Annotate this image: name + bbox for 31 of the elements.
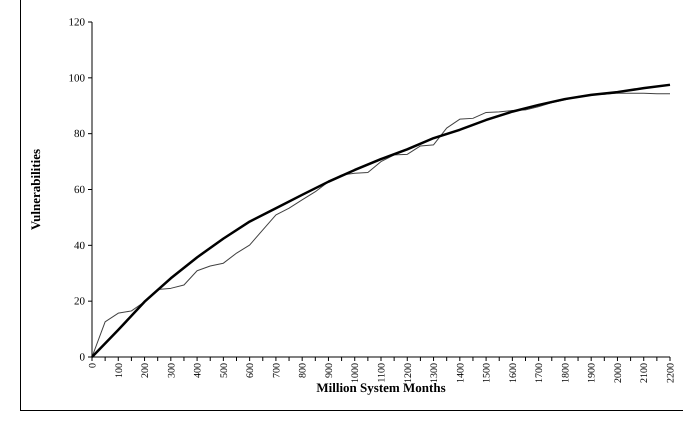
x-tick-label: 800 — [298, 363, 309, 378]
x-tick-label: 500 — [218, 363, 230, 378]
x-tick-label: 900 — [324, 363, 335, 378]
y-axis-title: Vulnerabilities — [28, 148, 43, 230]
y-tick-label: 80 — [74, 128, 86, 140]
x-tick-label: 400 — [192, 363, 204, 378]
x-tick-label: 1500 — [482, 363, 493, 383]
x-tick-label: 2100 — [639, 363, 650, 383]
y-tick-label: 100 — [68, 72, 86, 84]
x-tick-label: 100 — [114, 363, 125, 378]
x-tick-label: 2200 — [666, 363, 676, 383]
y-tick-label: 0 — [80, 352, 86, 364]
x-tick-label: 1800 — [560, 363, 572, 383]
y-tick-label: 120 — [68, 16, 86, 29]
x-tick-label: 1100 — [376, 363, 388, 383]
x-tick-label: 300 — [166, 363, 178, 378]
x-tick-label: 1200 — [402, 363, 414, 383]
x-tick-label: 1300 — [429, 363, 440, 383]
y-tick-label: 60 — [74, 184, 86, 196]
x-tick-label: 1900 — [586, 363, 598, 383]
x-tick-label: 2000 — [612, 363, 624, 383]
y-tick-label: 40 — [74, 240, 86, 252]
x-tick-label: 600 — [245, 363, 256, 378]
x-tick-label: 200 — [140, 363, 152, 378]
x-tick-label: 1600 — [508, 363, 519, 383]
x-tick-label: 700 — [271, 363, 282, 378]
x-tick-label: 0 — [88, 363, 98, 368]
x-tick-label: 1700 — [534, 363, 546, 383]
y-tick-label: 20 — [74, 296, 86, 308]
x-tick-label: 1000 — [350, 363, 362, 383]
x-tick-label: 1400 — [455, 363, 466, 383]
